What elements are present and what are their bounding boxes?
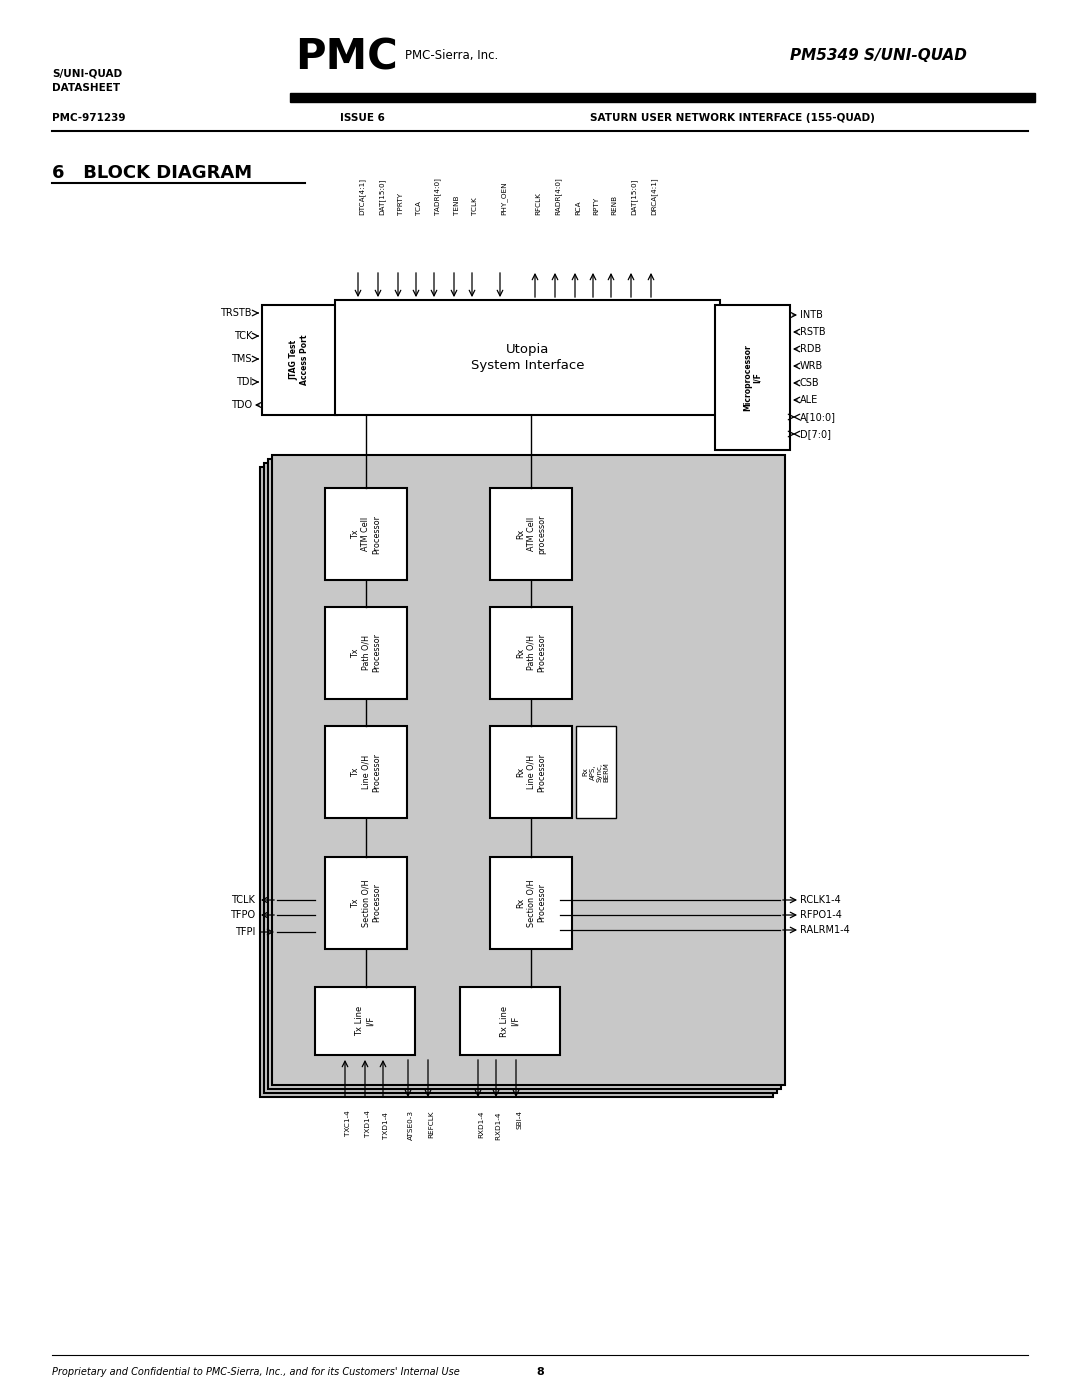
Text: 8: 8 (536, 1368, 544, 1377)
Text: 6   BLOCK DIAGRAM: 6 BLOCK DIAGRAM (52, 163, 252, 182)
Text: Rx
Path O/H
Processor: Rx Path O/H Processor (516, 633, 545, 672)
Text: INTB: INTB (800, 310, 823, 320)
Bar (490, 488, 572, 580)
Bar (272, 455, 785, 1085)
Bar (325, 608, 407, 698)
Text: RXD1-4: RXD1-4 (496, 1111, 502, 1140)
Text: TXD1-4: TXD1-4 (365, 1111, 372, 1137)
Bar (268, 460, 781, 1090)
Text: WRB: WRB (800, 360, 823, 372)
Text: RENB: RENB (611, 194, 617, 215)
Text: TPRTY: TPRTY (399, 193, 404, 215)
Bar (490, 726, 572, 819)
Text: D[7:0]: D[7:0] (800, 429, 831, 439)
Text: TDI: TDI (235, 377, 252, 387)
Text: Tx
Line O/H
Processor: Tx Line O/H Processor (351, 753, 381, 792)
Text: DRCA[4:1]: DRCA[4:1] (651, 177, 658, 215)
Text: RCLK1-4: RCLK1-4 (800, 895, 840, 905)
Text: TADR[4:0]: TADR[4:0] (434, 179, 441, 215)
Text: TCA: TCA (416, 201, 422, 215)
Bar (325, 856, 407, 949)
Bar (460, 988, 561, 1055)
Text: DATASHEET: DATASHEET (52, 82, 120, 94)
Text: Utopia
System Interface: Utopia System Interface (471, 344, 584, 372)
Text: PM5349 S/UNI-QUAD: PM5349 S/UNI-QUAD (789, 47, 967, 63)
Text: Rx
APS,
Sync,
BERM: Rx APS, Sync, BERM (582, 761, 609, 782)
Text: TCK: TCK (233, 331, 252, 341)
Text: PMC-Sierra, Inc.: PMC-Sierra, Inc. (405, 49, 498, 61)
Text: TXD1-4: TXD1-4 (383, 1111, 389, 1139)
Text: Tx
Section O/H
Processor: Tx Section O/H Processor (351, 879, 381, 926)
Bar (715, 305, 789, 450)
Text: Microprocessor
I/F: Microprocessor I/F (743, 344, 762, 411)
Text: ALE: ALE (800, 395, 819, 405)
Bar (264, 462, 777, 1092)
Text: REFCLK: REFCLK (428, 1111, 434, 1137)
Text: DAT[15:0]: DAT[15:0] (378, 179, 384, 215)
Text: TFPI: TFPI (234, 928, 255, 937)
Text: DAT[15:0]: DAT[15:0] (631, 179, 638, 215)
Bar (262, 305, 337, 415)
Text: PHY_OEN: PHY_OEN (500, 182, 507, 215)
Bar (335, 300, 720, 415)
Bar (490, 608, 572, 698)
Text: TCLK: TCLK (231, 895, 255, 905)
Text: TMS: TMS (231, 353, 252, 365)
Bar (260, 467, 773, 1097)
Bar (576, 726, 616, 819)
Text: RXD1-4: RXD1-4 (478, 1111, 484, 1137)
Text: PMC: PMC (295, 36, 397, 80)
Text: Tx Line
I/F: Tx Line I/F (355, 1006, 375, 1037)
Text: TENB: TENB (454, 196, 460, 215)
Text: Proprietary and Confidential to PMC-Sierra, Inc., and for its Customers' Interna: Proprietary and Confidential to PMC-Sier… (52, 1368, 460, 1377)
Text: CSB: CSB (800, 379, 820, 388)
Text: ATSE0-3: ATSE0-3 (408, 1111, 414, 1140)
Text: PMC-971239: PMC-971239 (52, 113, 125, 123)
Text: S/UNI-QUAD: S/UNI-QUAD (52, 68, 122, 78)
Text: RFCLK: RFCLK (535, 193, 541, 215)
Text: RCA: RCA (575, 200, 581, 215)
Text: ISSUE 6: ISSUE 6 (340, 113, 384, 123)
Text: RFPO1-4: RFPO1-4 (800, 909, 842, 921)
Bar (315, 988, 415, 1055)
Text: SATURN USER NETWORK INTERFACE (155-QUAD): SATURN USER NETWORK INTERFACE (155-QUAD) (590, 113, 875, 123)
Text: RALRM1-4: RALRM1-4 (800, 925, 850, 935)
Text: TDO: TDO (231, 400, 252, 409)
Text: Tx
Path O/H
Processor: Tx Path O/H Processor (351, 633, 381, 672)
Text: RDB: RDB (800, 344, 821, 353)
Text: RADR[4:0]: RADR[4:0] (555, 177, 562, 215)
Bar (325, 488, 407, 580)
Text: RPTY: RPTY (593, 197, 599, 215)
Text: Rx
ATM Cell
processor: Rx ATM Cell processor (516, 514, 545, 553)
Bar (490, 856, 572, 949)
Text: TRSTB: TRSTB (220, 307, 252, 319)
Text: Rx
Line O/H
Processor: Rx Line O/H Processor (516, 753, 545, 792)
Text: Rx
Section O/H
Processor: Rx Section O/H Processor (516, 879, 545, 926)
Text: SBI-4: SBI-4 (516, 1111, 522, 1129)
Text: RSTB: RSTB (800, 327, 825, 337)
Text: JTAG Test
Access Port: JTAG Test Access Port (289, 335, 309, 386)
Bar (291, 94, 1035, 102)
Text: Tx
ATM Cell
Processor: Tx ATM Cell Processor (351, 514, 381, 553)
Text: Rx Line
I/F: Rx Line I/F (500, 1006, 519, 1037)
Bar (325, 726, 407, 819)
Text: A[10:0]: A[10:0] (800, 412, 836, 422)
Text: TXC1-4: TXC1-4 (345, 1111, 351, 1136)
Text: TFPO: TFPO (230, 909, 255, 921)
Text: DTCA[4:1]: DTCA[4:1] (357, 177, 365, 215)
Text: TCLK: TCLK (472, 197, 478, 215)
